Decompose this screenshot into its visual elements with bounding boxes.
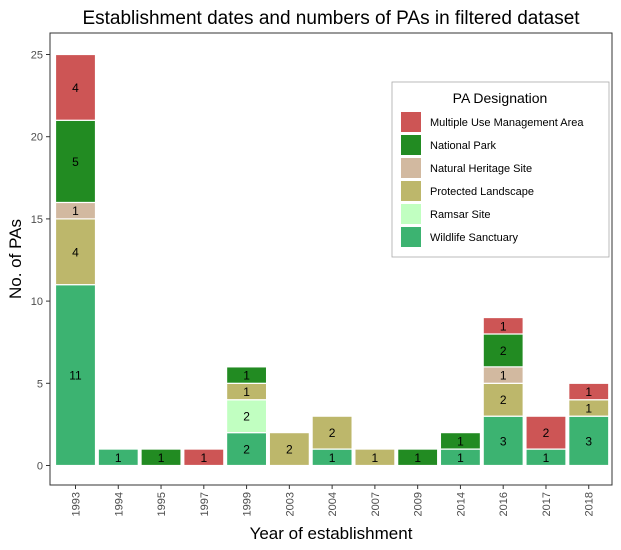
y-tick-label: 5 — [37, 378, 43, 390]
bar-segment — [140, 448, 182, 467]
bar-value-label: 1 — [200, 451, 207, 465]
legend-label: Wildlife Sanctuary — [430, 232, 519, 244]
bar-value-label: 2 — [243, 410, 250, 424]
bar-segment — [482, 415, 524, 467]
y-tick-label: 25 — [31, 50, 43, 62]
bar-value-label: 1 — [414, 451, 421, 465]
bar-value-label: 1 — [500, 369, 507, 383]
legend-label: Protected Landscape — [430, 186, 534, 198]
bar-value-label: 2 — [243, 443, 250, 457]
x-tick-label: 1993 — [71, 492, 83, 516]
x-tick-label: 1999 — [242, 492, 254, 516]
bar-value-label: 1 — [115, 451, 122, 465]
bar-value-label: 3 — [500, 434, 507, 448]
x-tick-label: 1997 — [199, 492, 211, 516]
bar-segment — [268, 432, 310, 467]
bar-value-label: 2 — [500, 344, 507, 358]
legend-swatch — [401, 112, 421, 132]
y-tick-label: 15 — [31, 214, 43, 226]
x-tick-label: 1994 — [113, 492, 125, 516]
bar-segment — [54, 218, 97, 286]
bar-value-label: 1 — [158, 451, 165, 465]
y-tick-label: 20 — [31, 132, 43, 144]
x-tick-label: 2014 — [455, 492, 467, 516]
bar-value-label: 1 — [372, 451, 379, 465]
plot-panel — [49, 32, 613, 486]
bar-value-label: 1 — [329, 451, 336, 465]
legend-label: Natural Heritage Site — [430, 163, 532, 175]
bar-value-label: 2 — [286, 443, 293, 457]
legend-label: Multiple Use Management Area — [430, 117, 584, 129]
bar-value-label: 1 — [500, 319, 507, 333]
bar-segment — [482, 382, 524, 417]
bar-value-label: 1 — [457, 434, 464, 448]
legend-box — [391, 81, 610, 258]
bar-segment — [311, 415, 353, 450]
bar-segment — [354, 448, 396, 467]
x-tick-label: 2017 — [541, 492, 553, 516]
x-axis-title: Year of establishment — [250, 524, 413, 543]
bar-value-label: 1 — [457, 451, 464, 465]
bar-segment — [54, 119, 97, 204]
bar-segment — [439, 432, 482, 450]
y-tick-label: 0 — [37, 461, 43, 473]
x-tick-label: 1995 — [156, 492, 168, 516]
legend-label: National Park — [430, 140, 497, 152]
legend: PA Designation Multiple Use Management A… — [391, 81, 610, 258]
x-tick-label: 2007 — [370, 492, 382, 516]
bar-segment — [568, 415, 610, 467]
legend-swatch — [401, 227, 421, 247]
bar-value-label: 1 — [543, 451, 550, 465]
bar-segment — [97, 448, 139, 467]
legend-swatch — [401, 181, 421, 201]
bar-segment — [482, 316, 524, 335]
x-tick-label: 2018 — [584, 492, 596, 516]
x-tick-label: 2009 — [413, 492, 425, 516]
legend-title: PA Designation — [453, 90, 548, 106]
bar-value-label: 1 — [585, 401, 592, 415]
x-tick-label: 2004 — [327, 492, 339, 516]
bar-segment — [54, 53, 97, 121]
legend-swatch — [401, 204, 421, 224]
bar-segment — [525, 415, 567, 450]
legend-swatch — [401, 135, 421, 155]
bar-segment — [482, 333, 524, 368]
x-tick-label: 2016 — [498, 492, 510, 516]
bar-value-label: 2 — [500, 393, 507, 407]
bar-value-label: 1 — [243, 385, 250, 399]
y-axis: 0 5 10 15 20 25 — [31, 50, 50, 473]
chart-title: Establishment dates and numbers of PAs i… — [82, 8, 580, 29]
legend-label: Ramsar Site — [430, 209, 491, 221]
bar-segment — [225, 366, 268, 384]
bar-value-label: 11 — [69, 369, 82, 383]
bar-segment — [568, 382, 610, 401]
x-axis: 1993 1994 1995 1997 1999 2003 2004 2007 2009 2014… — [71, 485, 596, 516]
bar-value-label: 1 — [72, 204, 79, 218]
bar-value-label: 5 — [72, 155, 79, 169]
bar-segment — [225, 399, 268, 434]
bar-value-label: 4 — [72, 245, 79, 259]
bar-value-label: 4 — [72, 81, 79, 95]
y-axis-title: No. of PAs — [6, 219, 25, 299]
bar-value-label: 1 — [243, 369, 250, 383]
bar-value-label: 3 — [585, 434, 592, 448]
x-tick-label: 2003 — [284, 492, 296, 516]
legend-items: Multiple Use Management Area National Par… — [401, 112, 584, 247]
bar-value-label: 2 — [543, 426, 550, 440]
y-tick-label: 10 — [31, 296, 43, 308]
bar-segment — [183, 448, 225, 467]
legend-swatch — [401, 158, 421, 178]
bar-segment — [397, 448, 439, 467]
bar-value-label: 2 — [329, 426, 336, 440]
bar-value-label: 1 — [585, 385, 592, 399]
